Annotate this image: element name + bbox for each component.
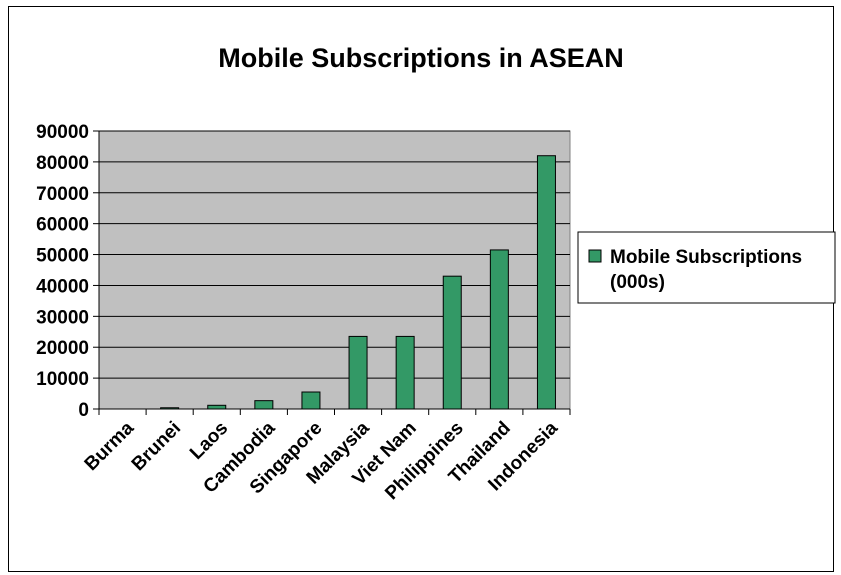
- legend-label: Mobile Subscriptions: [610, 247, 802, 268]
- bar: [348, 335, 368, 410]
- y-tick-label: 10000: [36, 369, 89, 390]
- top-strip: [0, 0, 841, 6]
- y-tick-label: 60000: [36, 215, 89, 236]
- legend: Mobile Subscriptions (000s): [577, 231, 836, 304]
- bar: [254, 400, 274, 410]
- y-tick-label: 0: [78, 400, 89, 421]
- chart-title: Mobile Subscriptions in ASEAN: [218, 43, 624, 73]
- y-tick-label: 80000: [36, 153, 89, 174]
- y-tick-label: 50000: [36, 246, 89, 267]
- legend-label: (000s): [610, 272, 665, 293]
- legend-box: [577, 231, 836, 304]
- bar: [207, 404, 227, 410]
- bar: [489, 249, 509, 410]
- x-tick-label: Burma: [81, 417, 139, 475]
- y-tick-label: 40000: [36, 276, 89, 297]
- x-tick-label: Brunei: [128, 418, 185, 475]
- bar: [536, 155, 556, 410]
- plot-area: 0 10000 20000 30000 40000 50000 60000 70000 8000…: [36, 122, 571, 504]
- y-tick-label: 70000: [36, 184, 89, 205]
- bar: [160, 407, 180, 410]
- bar: [301, 391, 321, 410]
- y-tick-label: 30000: [36, 307, 89, 328]
- y-tick-label: 20000: [36, 338, 89, 359]
- y-tick-label: 90000: [36, 122, 89, 143]
- bar: [442, 275, 462, 410]
- legend-swatch: [588, 249, 602, 263]
- bar: [395, 335, 415, 410]
